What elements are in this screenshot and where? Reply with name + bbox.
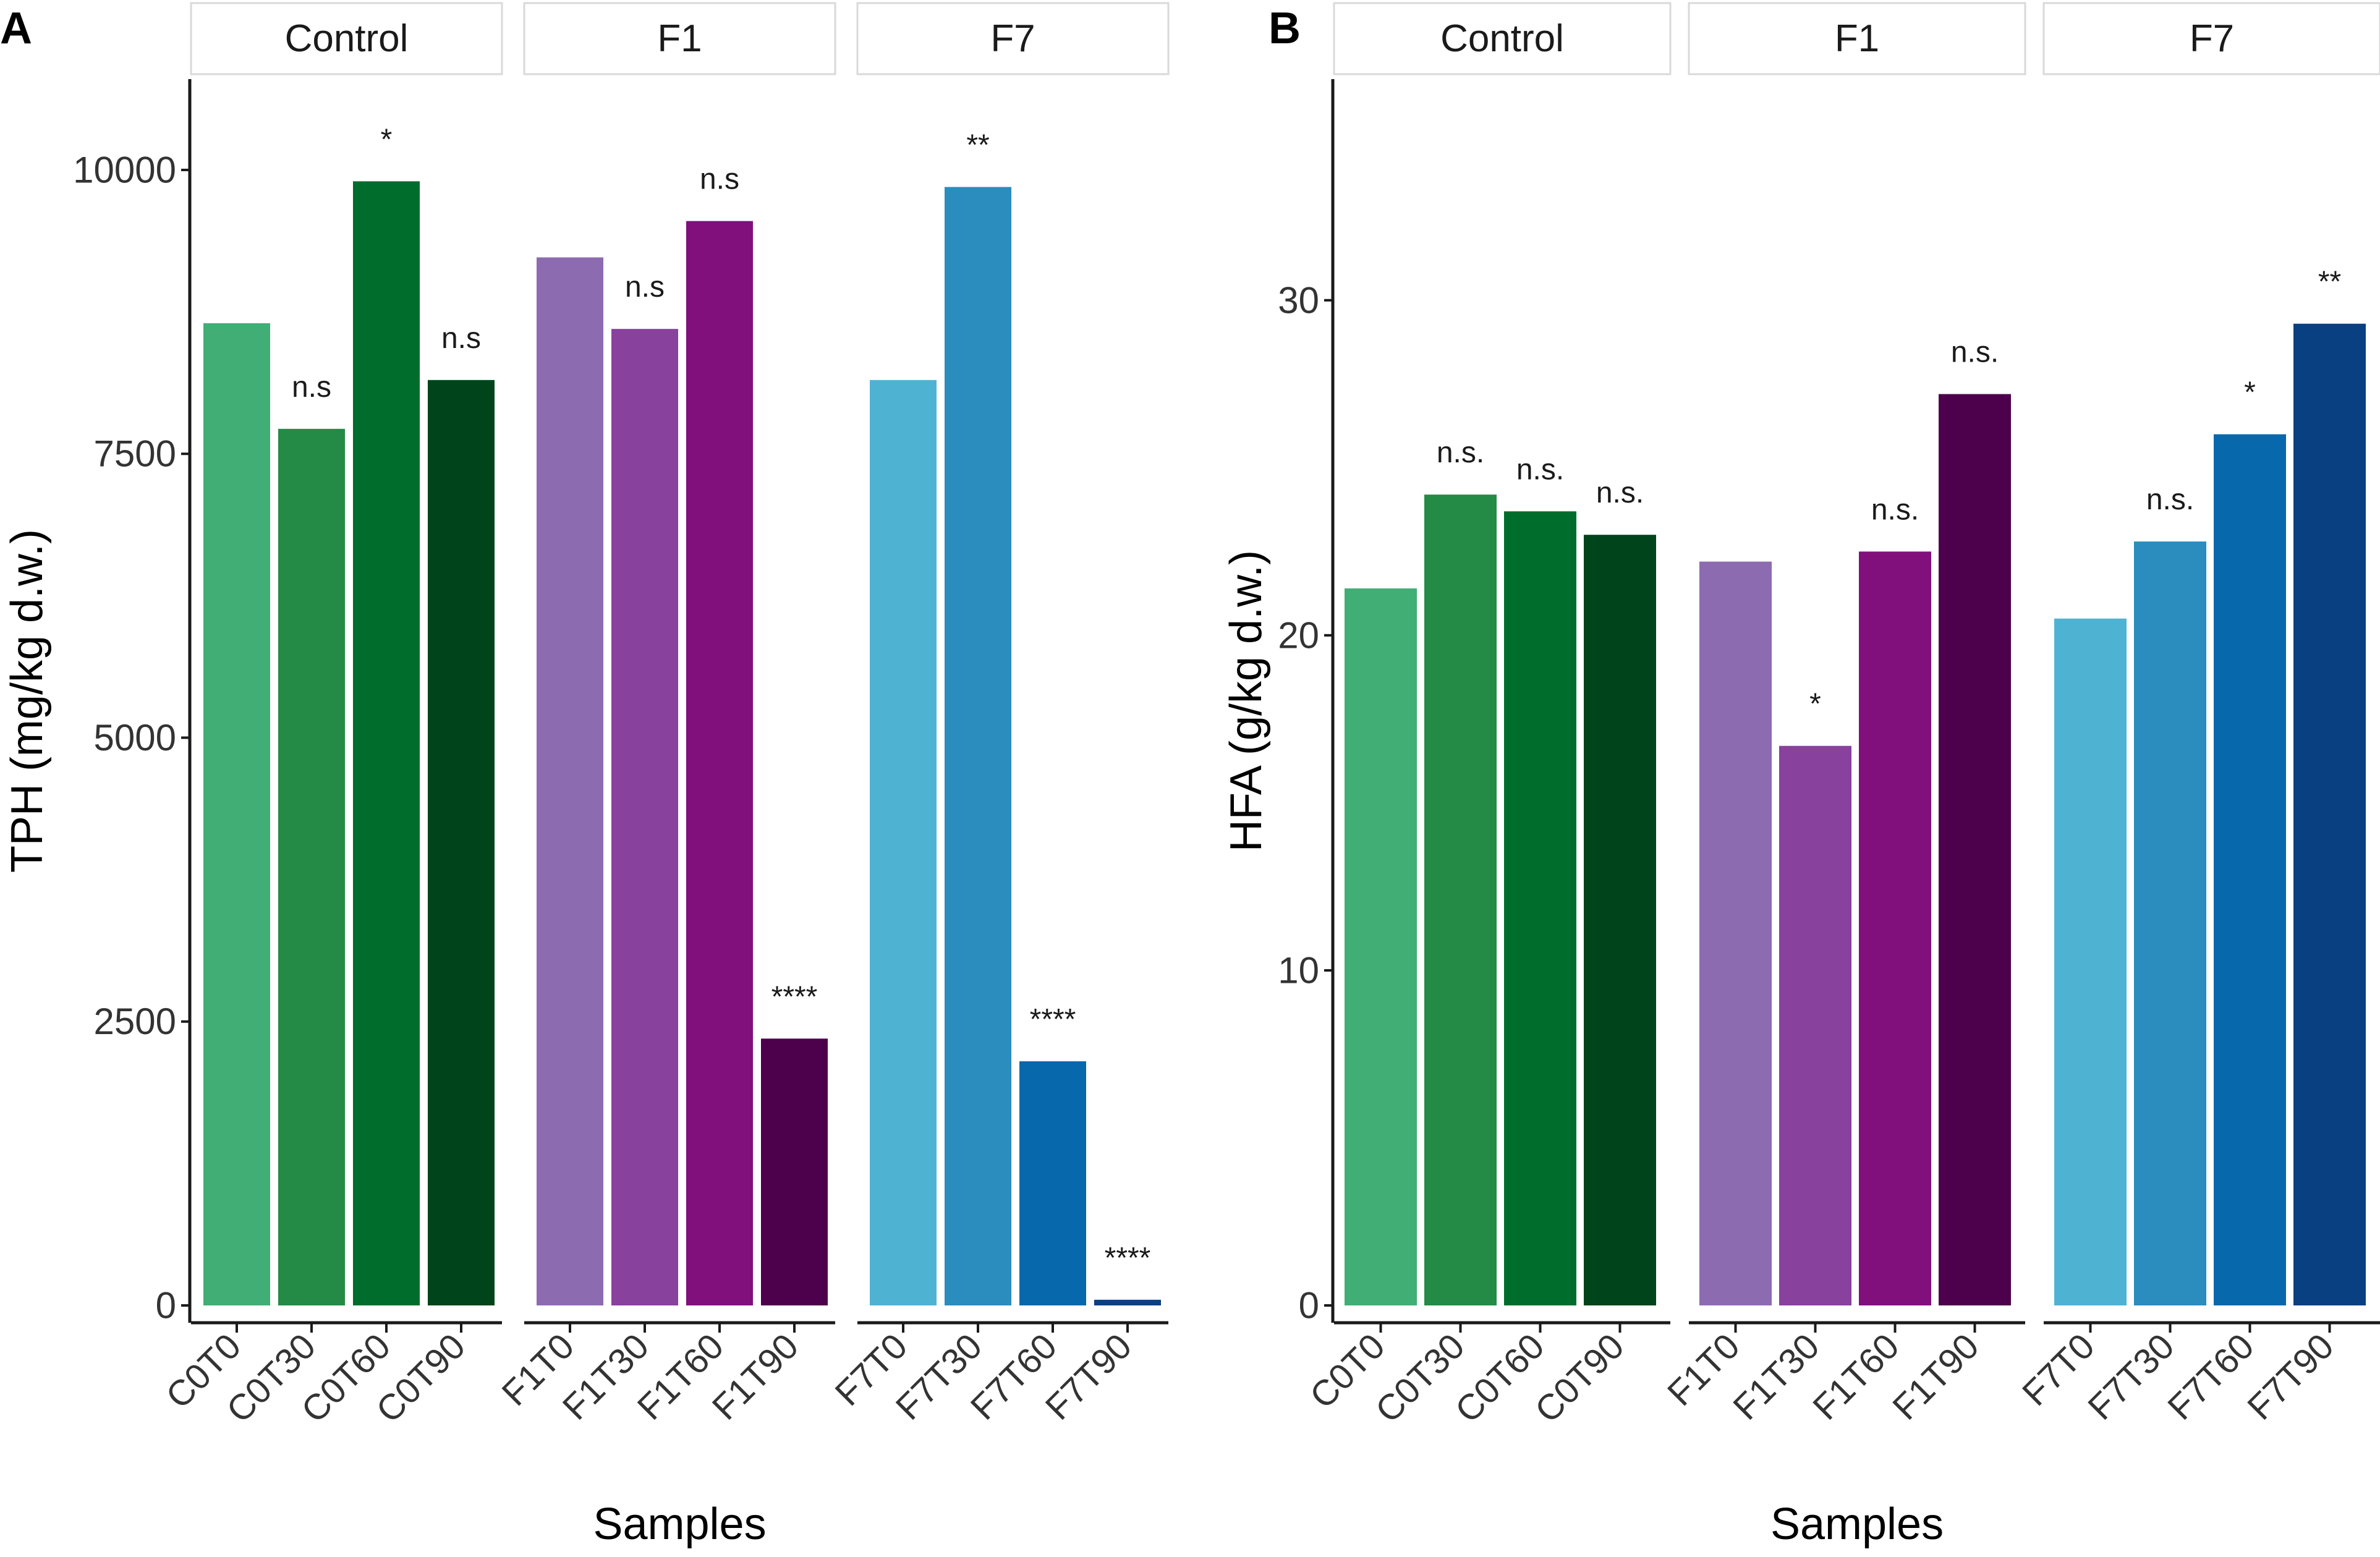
panel-b-facet-strip <box>1333 2 1672 75</box>
panel-a-label: A <box>0 4 32 53</box>
panel-a-bar <box>537 257 603 1306</box>
panel-a-significance-label: n.s <box>625 271 665 303</box>
panel-b-facet-strip <box>1688 2 2026 75</box>
panel-b-bar <box>2134 541 2206 1305</box>
panel-a-y-axis-title: TPH (mg/kg d.w.) <box>2 529 52 873</box>
panel-b-facet-strip <box>2042 2 2380 75</box>
panel-a-bar <box>611 329 678 1305</box>
panel-b-bar <box>1584 535 1656 1305</box>
panel-a-y-tick-label: 0 <box>156 1285 176 1326</box>
panel-b-bar <box>1504 511 1576 1305</box>
panel-b-x-tick-label: F7T60 <box>2160 1326 2262 1428</box>
panel-a-significance-label: n.s <box>441 322 481 355</box>
panel-a-x-tick-label: F7T90 <box>1038 1326 1140 1428</box>
panel-b-bar <box>1859 551 1931 1305</box>
panel-b-y-axis-title: HFA (g/kg d.w.) <box>1222 550 1271 852</box>
panel-b-bar <box>1939 394 2011 1305</box>
panel-b-y-tick-label: 20 <box>1278 614 1319 656</box>
panel-a-facet-strip <box>856 2 1170 75</box>
panel-b-y-tick-label: 0 <box>1299 1285 1319 1326</box>
panel-b-significance-label: * <box>1809 688 1821 721</box>
panel-b-y-tick-label: 10 <box>1278 949 1319 991</box>
panel-a-bar <box>428 380 495 1305</box>
panel-b-x-tick-label: F1T60 <box>1805 1326 1907 1428</box>
panel-b-x-tick-label: C0T90 <box>1528 1326 1632 1430</box>
panel-a-y-tick-label: 10000 <box>73 149 176 190</box>
panel-a-x-tick-label: F1T60 <box>630 1326 732 1428</box>
panel-a-facet-strip <box>523 2 836 75</box>
panel-a-significance-label: ** <box>966 129 989 162</box>
panel-a-x-tick-label: F7T60 <box>963 1326 1065 1428</box>
panel-a-x-tick-label: F1T90 <box>705 1326 807 1428</box>
panel-b-y-tick-label: 30 <box>1278 279 1319 321</box>
panel-b-bar <box>1699 561 1772 1306</box>
panel-a-bar <box>870 380 937 1305</box>
panel-a-x-axis-title: Samples <box>593 1500 766 1549</box>
panel-b-bar <box>1424 494 1497 1306</box>
panel-a-bar <box>278 428 345 1306</box>
panel-a-bar <box>1019 1061 1086 1305</box>
panel-a-facet-strip <box>190 2 503 75</box>
panel-b-bar <box>1779 745 1851 1305</box>
panel-b-facet-strip-label: Control <box>1440 17 1564 60</box>
panel-a-bar <box>353 181 420 1305</box>
panel-b-bar <box>2214 434 2286 1305</box>
panel-a-x-tick-label: F7T30 <box>888 1326 990 1428</box>
panel-a-significance-label: **** <box>1105 1242 1151 1275</box>
panel-b-significance-label: n.s. <box>1516 453 1564 486</box>
panel-a-significance-label: n.s <box>700 163 739 196</box>
panel-b-significance-label: n.s. <box>2146 483 2194 516</box>
panel-b-x-tick-label: C0T30 <box>1368 1326 1473 1430</box>
panel-b-significance-label: * <box>2244 376 2256 409</box>
panel-b-bar <box>2293 323 2366 1305</box>
panel-b-significance-label: ** <box>2318 266 2341 299</box>
panel-a-bar <box>945 187 1011 1305</box>
panel-b-significance-label: n.s. <box>1951 336 1999 369</box>
panel-b-x-tick-label: F7T30 <box>2080 1326 2182 1428</box>
panel-b-facet-strip-label: F7 <box>2190 17 2234 60</box>
panel-a-y-tick-label: 5000 <box>94 717 176 758</box>
panel-b-x-tick-label: F7T90 <box>2240 1326 2342 1428</box>
panel-b-bar <box>2054 618 2127 1305</box>
panel-b-significance-label: n.s. <box>1871 493 1919 526</box>
panel-a-significance-label: **** <box>771 980 818 1013</box>
panel-a-x-tick-label: F1T30 <box>555 1326 657 1428</box>
panel-a-y-tick-label: 7500 <box>94 433 176 475</box>
panel-a-bar <box>686 221 753 1305</box>
panel-a-bar <box>203 323 270 1306</box>
panel-b-significance-label: n.s. <box>1596 477 1644 509</box>
panel-a-significance-label: n.s <box>292 371 331 404</box>
panel-a-y-tick-label: 2500 <box>94 1001 176 1042</box>
panel-b-x-tick-label: F1T30 <box>1725 1326 1827 1428</box>
panel-a-significance-label: * <box>381 123 393 156</box>
panel-a-facet-strip-label: Control <box>285 17 409 60</box>
panel-b-facet-strip-label: F1 <box>1835 17 1879 60</box>
panel-a-significance-label: **** <box>1030 1003 1076 1036</box>
panel-b-significance-label: n.s. <box>1437 436 1484 469</box>
panel-a-facet-strip-label: F1 <box>657 17 702 60</box>
panel-b-x-tick-label: C0T60 <box>1448 1326 1552 1430</box>
panel-b-bar <box>1345 588 1417 1305</box>
panel-b-x-axis-title: Samples <box>1770 1500 1944 1549</box>
panel-a-bar <box>761 1038 828 1305</box>
panel-a-bar <box>1094 1299 1161 1305</box>
panel-b-label: B <box>1269 4 1301 53</box>
panel-a-facet-strip-label: F7 <box>990 17 1035 60</box>
panel-b-x-tick-label: F1T90 <box>1885 1326 1987 1428</box>
